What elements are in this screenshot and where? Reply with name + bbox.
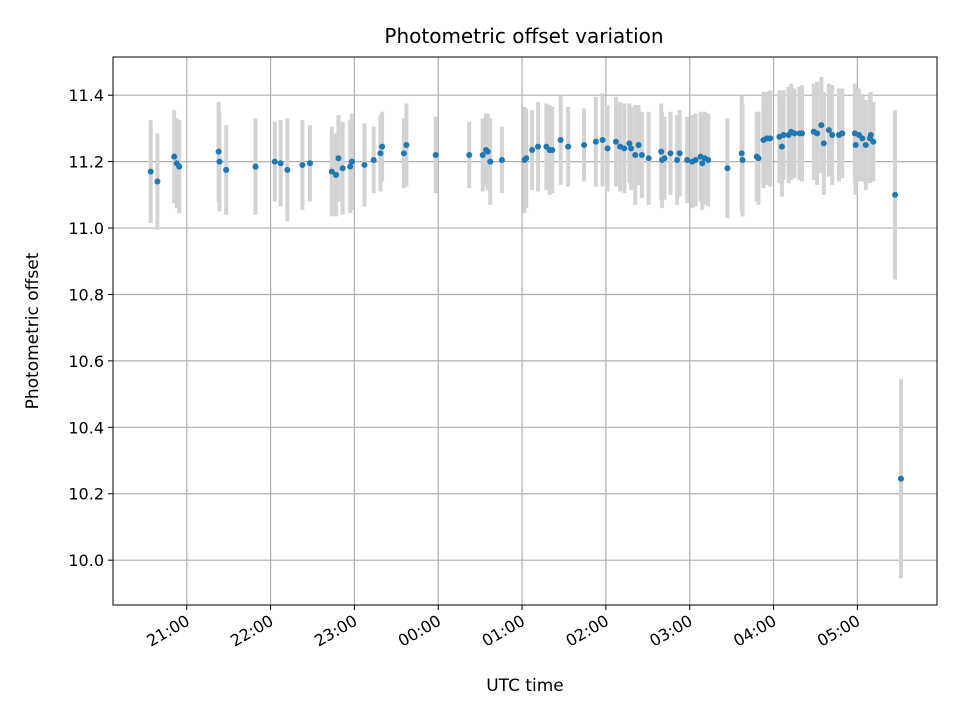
data-point [645,155,652,162]
data-point [621,145,628,152]
data-point [799,130,806,137]
data-point [299,161,306,168]
y-tick-label: 10.4 [68,418,104,437]
data-point [523,155,530,162]
data-point [277,160,284,167]
data-point [154,178,161,185]
data-point [400,150,407,157]
data-point [370,156,377,163]
data-point [612,138,619,145]
data-point [581,142,588,149]
data-point [534,143,541,150]
data-point [791,130,798,137]
data-point [867,132,874,139]
data-point [347,163,354,170]
data-point [661,155,668,162]
data-point [284,166,291,173]
data-point [271,158,278,165]
y-tick-label: 10.8 [68,285,104,304]
chart-title: Photometric offset variation [384,24,663,48]
data-point [361,161,368,168]
data-point [479,151,486,158]
data-point [223,166,230,173]
data-point [626,140,633,147]
data-point [216,158,223,165]
data-point [487,158,494,165]
data-point [635,142,642,149]
data-point [632,151,639,158]
data-point [814,130,821,137]
data-point [171,153,178,160]
data-point [604,145,611,152]
data-point [565,143,572,150]
data-point [252,163,259,170]
data-point [839,130,846,137]
data-point [738,150,745,157]
data-point [778,143,785,150]
data-point [332,171,339,178]
data-point [780,132,787,139]
data-point [684,156,691,163]
data-point [755,155,762,162]
data-point [377,150,384,157]
data-point [638,151,645,158]
data-point [592,138,599,145]
data-point [674,156,681,163]
data-point [892,191,899,198]
data-point [484,148,491,155]
data-point [557,137,564,144]
data-point [403,142,410,149]
data-point [529,146,536,153]
data-point [705,156,712,163]
data-point [739,156,746,163]
plot-frame [112,56,938,606]
data-point [767,135,774,142]
data-point [676,150,683,157]
data-point [176,163,183,170]
data-point [699,160,706,167]
y-tick-label: 10.0 [68,551,104,570]
data-points [147,122,904,482]
data-point [897,475,904,482]
y-axis-label: Photometric offset [23,252,43,409]
y-tick-label: 11.0 [68,219,104,238]
data-point [147,168,154,175]
data-point [432,151,439,158]
data-point [825,127,832,134]
data-point [658,148,665,155]
y-tick-label: 10.6 [68,352,104,371]
x-axis-label: UTC time [486,676,564,696]
data-point [379,143,386,150]
y-axis-ticks: 10.0 10.2 10.4 10.6 10.8 11.0 11.2 11.4 [68,86,113,570]
data-point [818,122,825,129]
data-point [328,168,335,175]
data-point [859,135,866,142]
data-point [829,132,836,139]
data-point [852,142,859,149]
data-point [628,145,635,152]
data-point [215,148,222,155]
y-tick-label: 11.4 [68,86,104,105]
data-point [667,150,674,157]
y-tick-label: 10.2 [68,485,104,504]
data-point [348,158,355,165]
data-point [335,155,342,162]
data-point [820,140,827,147]
data-point [498,156,505,163]
data-point [692,156,699,163]
y-tick-label: 11.2 [68,153,104,172]
data-point [306,160,313,167]
data-point [339,165,346,172]
data-point [549,146,556,153]
data-point [862,142,869,149]
data-point [599,137,606,144]
data-point [870,138,877,145]
data-point [724,165,731,172]
data-point [466,151,473,158]
